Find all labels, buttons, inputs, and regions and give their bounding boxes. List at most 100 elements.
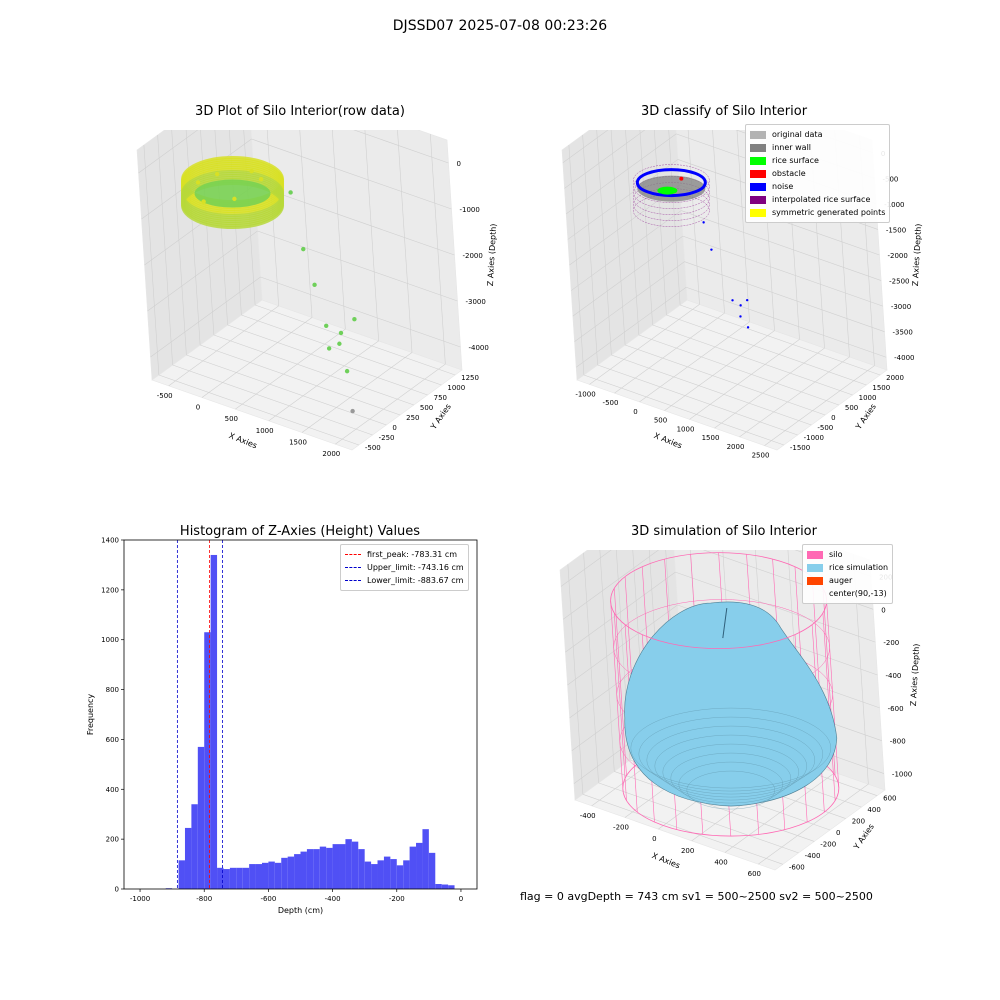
p3-histogram-bar — [217, 867, 224, 889]
p4-legend-item: silo — [807, 548, 888, 561]
p2-y-tick: -500 — [817, 424, 833, 432]
p4-rice-mesh-line — [630, 707, 832, 789]
p1-x-tick: 1000 — [256, 427, 274, 435]
p3-histogram-bar — [229, 867, 237, 889]
p2-x-tick: -1000 — [575, 390, 595, 398]
p3-histogram-bar — [364, 861, 372, 889]
p1-grid-x — [235, 328, 346, 410]
p1-scatter-point — [338, 330, 344, 336]
p1-grid-y — [158, 374, 359, 446]
p2-legend-swatch — [750, 195, 766, 204]
p1-z-tick: -3000 — [466, 298, 486, 306]
p1-grid-y — [200, 344, 401, 416]
p3-histogram-bar — [351, 841, 359, 889]
p2-legend-swatch — [750, 208, 766, 217]
p4-y-tick: 200 — [852, 818, 865, 826]
p1-grid-y — [213, 334, 414, 406]
p4-z-tick: -400 — [886, 672, 902, 680]
p1-grid-y — [255, 304, 456, 376]
p2-legend-label: symmetric generated points — [772, 208, 886, 217]
p1-y-tick: -250 — [379, 434, 395, 442]
p4-auger — [722, 607, 728, 639]
p2-legend-item: original data — [750, 128, 885, 141]
p1-y-tick: 750 — [434, 394, 447, 402]
p3-legend-item: Lower_limit: -883.67 cm — [345, 574, 464, 587]
p3-legend-swatch — [345, 580, 361, 581]
p3-legend-item: first_peak: -783.31 cm — [345, 548, 464, 561]
p4-legend-item: center(90,-13) — [807, 587, 888, 600]
p2-z-tick: -2500 — [889, 278, 909, 286]
p1-y-tick: 1000 — [447, 384, 465, 392]
p3-histogram-bar — [377, 860, 384, 889]
p1-scatter-point — [352, 317, 357, 322]
p1-grid-x — [201, 317, 313, 398]
p3-plot-frame — [123, 539, 478, 890]
p2-legend-label: noise — [772, 182, 794, 191]
p1-grid-x — [301, 352, 413, 433]
p1-scatter-point — [258, 176, 264, 182]
p3-histogram-bar — [371, 864, 378, 889]
panel3-histogram: -1000 -800 -600 -400 -200 0 0 200 400 600 800 1000 1… — [86, 537, 478, 915]
status-footer: flag = 0 avgDepth = 743 cm sv1 = 500~250… — [520, 890, 873, 903]
p3-histogram-bar — [204, 632, 211, 889]
p3-histogram-bar — [390, 859, 397, 889]
p3-y-tick: 1400 — [101, 537, 119, 545]
p4-rice-surface — [624, 601, 838, 807]
panel2-3d-classify: -1000-50005001000150020002500-1500-1000-… — [561, 130, 923, 460]
p1-scatter-point — [195, 180, 201, 185]
p4-x-tick: 200 — [681, 847, 694, 855]
p2-grid-z — [682, 235, 883, 307]
p2-grid-z — [572, 235, 684, 317]
p4-grid-z — [675, 571, 876, 643]
p2-legend-item: noise — [750, 180, 885, 193]
p3-histogram-bar — [403, 860, 410, 889]
p4-grid-z — [567, 604, 678, 686]
panel4-legend: silo rice simulation auger center(90,-13) — [802, 544, 894, 604]
p2-y-tick: 2000 — [886, 374, 904, 382]
panel2-title: 3D classify of Silo Interior — [640, 104, 808, 119]
p3-histogram-bar — [448, 885, 455, 889]
p2-noise-point — [731, 299, 734, 302]
p2-legend-item: rice surface — [750, 154, 885, 167]
p4-y-tick: 600 — [883, 795, 896, 803]
p3-legend-swatch — [345, 567, 361, 568]
p3-histogram-bar — [210, 554, 218, 889]
p2-z-tick: -1500 — [886, 226, 906, 234]
p3-histogram-bar — [184, 827, 192, 889]
p3-x-tick: -400 — [325, 895, 341, 903]
p1-x-tick: -500 — [157, 392, 173, 400]
p3-x-label: Depth (cm) — [278, 906, 323, 915]
p3-y-tick: 1000 — [101, 636, 119, 644]
p3-histogram-bar — [281, 857, 288, 889]
p3-histogram-bar — [358, 849, 365, 889]
p2-y-tick: -1000 — [804, 434, 824, 442]
p2-grid-z — [681, 210, 882, 281]
p3-histogram-bar — [339, 844, 346, 889]
p3-histogram-bar — [242, 867, 250, 889]
p3-histogram-bar — [197, 746, 205, 889]
p2-grid-y — [680, 304, 881, 376]
p2-legend-label: original data — [772, 130, 823, 139]
p2-grid-x — [739, 356, 850, 438]
p2-legend-label: interpolated rice surface — [772, 195, 871, 204]
p1-z-label: Z Axies (Depth) — [486, 223, 498, 286]
p3-x-tick: -1000 — [130, 895, 150, 903]
p1-scatter-point — [201, 199, 206, 204]
panel1-3d-scatter: -5000500100015002000-500-250025050075010… — [136, 130, 498, 458]
p1-scatter-point — [337, 341, 342, 346]
p4-legend-label: rice simulation — [829, 563, 889, 572]
p3-histogram-bar — [191, 804, 198, 889]
p2-x-tick: 1000 — [677, 425, 695, 433]
p1-y-tick: 250 — [406, 414, 419, 422]
p2-grid-y — [625, 344, 826, 416]
p4-y-tick: -400 — [805, 852, 821, 860]
p4-legend-item: rice simulation — [807, 561, 888, 574]
p1-x-tick: 0 — [196, 404, 200, 412]
p3-histogram-bar — [249, 864, 256, 889]
p1-grid-z — [251, 138, 452, 210]
p2-y-tick: 0 — [831, 414, 835, 422]
p3-x-tick: -800 — [196, 895, 212, 903]
p4-grid-y — [614, 771, 815, 842]
p4-rice-mesh-line — [670, 752, 792, 804]
p4-y-tick: -200 — [820, 840, 836, 848]
